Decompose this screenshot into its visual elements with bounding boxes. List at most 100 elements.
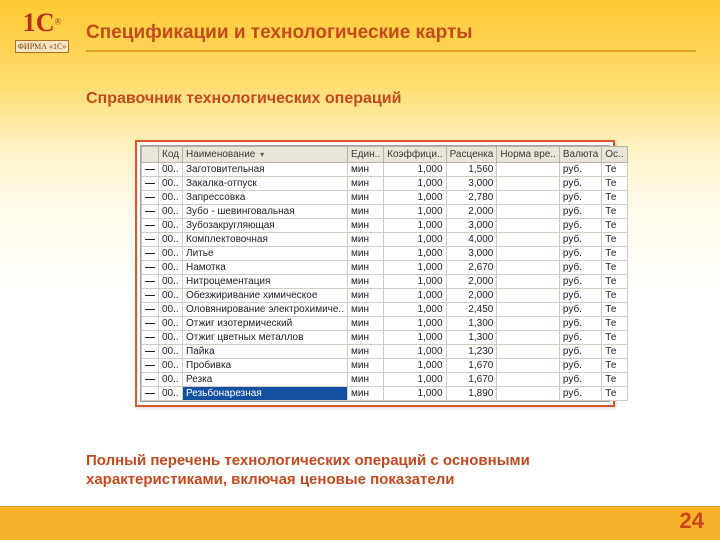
cell-name[interactable]: Обезжиривание химическое [183,289,348,303]
cell-ost[interactable]: Те [602,331,627,345]
cell-currency[interactable]: руб. [559,303,601,317]
table-row[interactable]: —00..Комплектовочнаямин1,0004,000руб.Те [142,233,628,247]
cell-coef[interactable]: 1,000 [384,345,446,359]
table-row[interactable]: —00..Литьемин1,0003,000руб.Те [142,247,628,261]
cell-norm[interactable] [497,247,560,261]
cell-unit[interactable]: мин [347,331,383,345]
cell-coef[interactable]: 1,000 [384,373,446,387]
cell-ost[interactable]: Те [602,345,627,359]
cell-currency[interactable]: руб. [559,331,601,345]
cell-currency[interactable]: руб. [559,373,601,387]
cell-currency[interactable]: руб. [559,387,601,401]
cell-unit[interactable]: мин [347,345,383,359]
cell-code[interactable]: 00.. [159,331,183,345]
cell-rate[interactable]: 1,560 [446,163,497,177]
cell-currency[interactable]: руб. [559,247,601,261]
cell-currency[interactable]: руб. [559,205,601,219]
cell-ost[interactable]: Те [602,261,627,275]
cell-norm[interactable] [497,233,560,247]
table-row[interactable]: —00..Запрессовкамин1,0002,780руб.Те [142,191,628,205]
row-marker-icon[interactable]: — [142,219,159,233]
table-row[interactable]: —00..Намоткамин1,0002,670руб.Те [142,261,628,275]
cell-unit[interactable]: мин [347,303,383,317]
row-marker-icon[interactable]: — [142,373,159,387]
cell-rate[interactable]: 2,000 [446,275,497,289]
col-ost[interactable]: Ос.. [602,147,627,163]
cell-code[interactable]: 00.. [159,303,183,317]
cell-ost[interactable]: Те [602,233,627,247]
cell-rate[interactable]: 3,000 [446,177,497,191]
cell-name[interactable]: Отжиг цветных металлов [183,331,348,345]
cell-name[interactable]: Зубозакругляющая [183,219,348,233]
cell-code[interactable]: 00.. [159,359,183,373]
cell-code[interactable]: 00.. [159,345,183,359]
cell-code[interactable]: 00.. [159,191,183,205]
cell-norm[interactable] [497,345,560,359]
cell-coef[interactable]: 1,000 [384,219,446,233]
cell-coef[interactable]: 1,000 [384,289,446,303]
table-row[interactable]: —00..Отжиг изотермическиймин1,0001,300ру… [142,317,628,331]
cell-ost[interactable]: Те [602,191,627,205]
cell-ost[interactable]: Те [602,303,627,317]
cell-unit[interactable]: мин [347,359,383,373]
row-marker-icon[interactable]: — [142,163,159,177]
cell-norm[interactable] [497,205,560,219]
row-marker-icon[interactable]: — [142,303,159,317]
cell-currency[interactable]: руб. [559,261,601,275]
cell-unit[interactable]: мин [347,289,383,303]
table-row[interactable]: —00..Обезжиривание химическоемин1,0002,0… [142,289,628,303]
cell-norm[interactable] [497,303,560,317]
cell-coef[interactable]: 1,000 [384,317,446,331]
cell-norm[interactable] [497,163,560,177]
cell-currency[interactable]: руб. [559,289,601,303]
cell-currency[interactable]: руб. [559,177,601,191]
cell-code[interactable]: 00.. [159,163,183,177]
cell-name[interactable]: Пайка [183,345,348,359]
row-marker-icon[interactable]: — [142,289,159,303]
cell-currency[interactable]: руб. [559,163,601,177]
row-marker-icon[interactable]: — [142,345,159,359]
table-row[interactable]: —00..Нитроцементациямин1,0002,000руб.Те [142,275,628,289]
row-marker-icon[interactable]: — [142,191,159,205]
cell-name[interactable]: Закалка-отпуск [183,177,348,191]
cell-name[interactable]: Резьбонарезная [183,387,348,401]
cell-unit[interactable]: мин [347,177,383,191]
cell-unit[interactable]: мин [347,247,383,261]
cell-currency[interactable]: руб. [559,191,601,205]
table-row[interactable]: —00..Резкамин1,0001,670руб.Те [142,373,628,387]
row-marker-icon[interactable]: — [142,261,159,275]
cell-code[interactable]: 00.. [159,373,183,387]
cell-unit[interactable]: мин [347,387,383,401]
col-marker[interactable] [142,147,159,163]
cell-coef[interactable]: 1,000 [384,177,446,191]
cell-coef[interactable]: 1,000 [384,247,446,261]
cell-name[interactable]: Отжиг изотермический [183,317,348,331]
table-row[interactable]: —00..Зубо - шевинговальнаямин1,0002,000р… [142,205,628,219]
cell-norm[interactable] [497,331,560,345]
cell-code[interactable]: 00.. [159,247,183,261]
cell-unit[interactable]: мин [347,163,383,177]
cell-norm[interactable] [497,219,560,233]
cell-name[interactable]: Комплектовочная [183,233,348,247]
cell-currency[interactable]: руб. [559,275,601,289]
col-code[interactable]: Код [159,147,183,163]
cell-code[interactable]: 00.. [159,233,183,247]
cell-code[interactable]: 00.. [159,275,183,289]
cell-unit[interactable]: мин [347,219,383,233]
cell-name[interactable]: Оловянирование электрохимиче.. [183,303,348,317]
cell-rate[interactable]: 4,000 [446,233,497,247]
cell-code[interactable]: 00.. [159,317,183,331]
cell-rate[interactable]: 3,000 [446,247,497,261]
operations-table[interactable]: Код Наименование ▾ Един.. Коэффици.. Рас… [141,146,628,401]
cell-ost[interactable]: Те [602,247,627,261]
table-row[interactable]: —00..Пайкамин1,0001,230руб.Те [142,345,628,359]
cell-rate[interactable]: 2,670 [446,261,497,275]
cell-unit[interactable]: мин [347,317,383,331]
cell-norm[interactable] [497,317,560,331]
cell-currency[interactable]: руб. [559,233,601,247]
cell-norm[interactable] [497,191,560,205]
cell-unit[interactable]: мин [347,191,383,205]
cell-currency[interactable]: руб. [559,359,601,373]
cell-code[interactable]: 00.. [159,219,183,233]
cell-code[interactable]: 00.. [159,289,183,303]
